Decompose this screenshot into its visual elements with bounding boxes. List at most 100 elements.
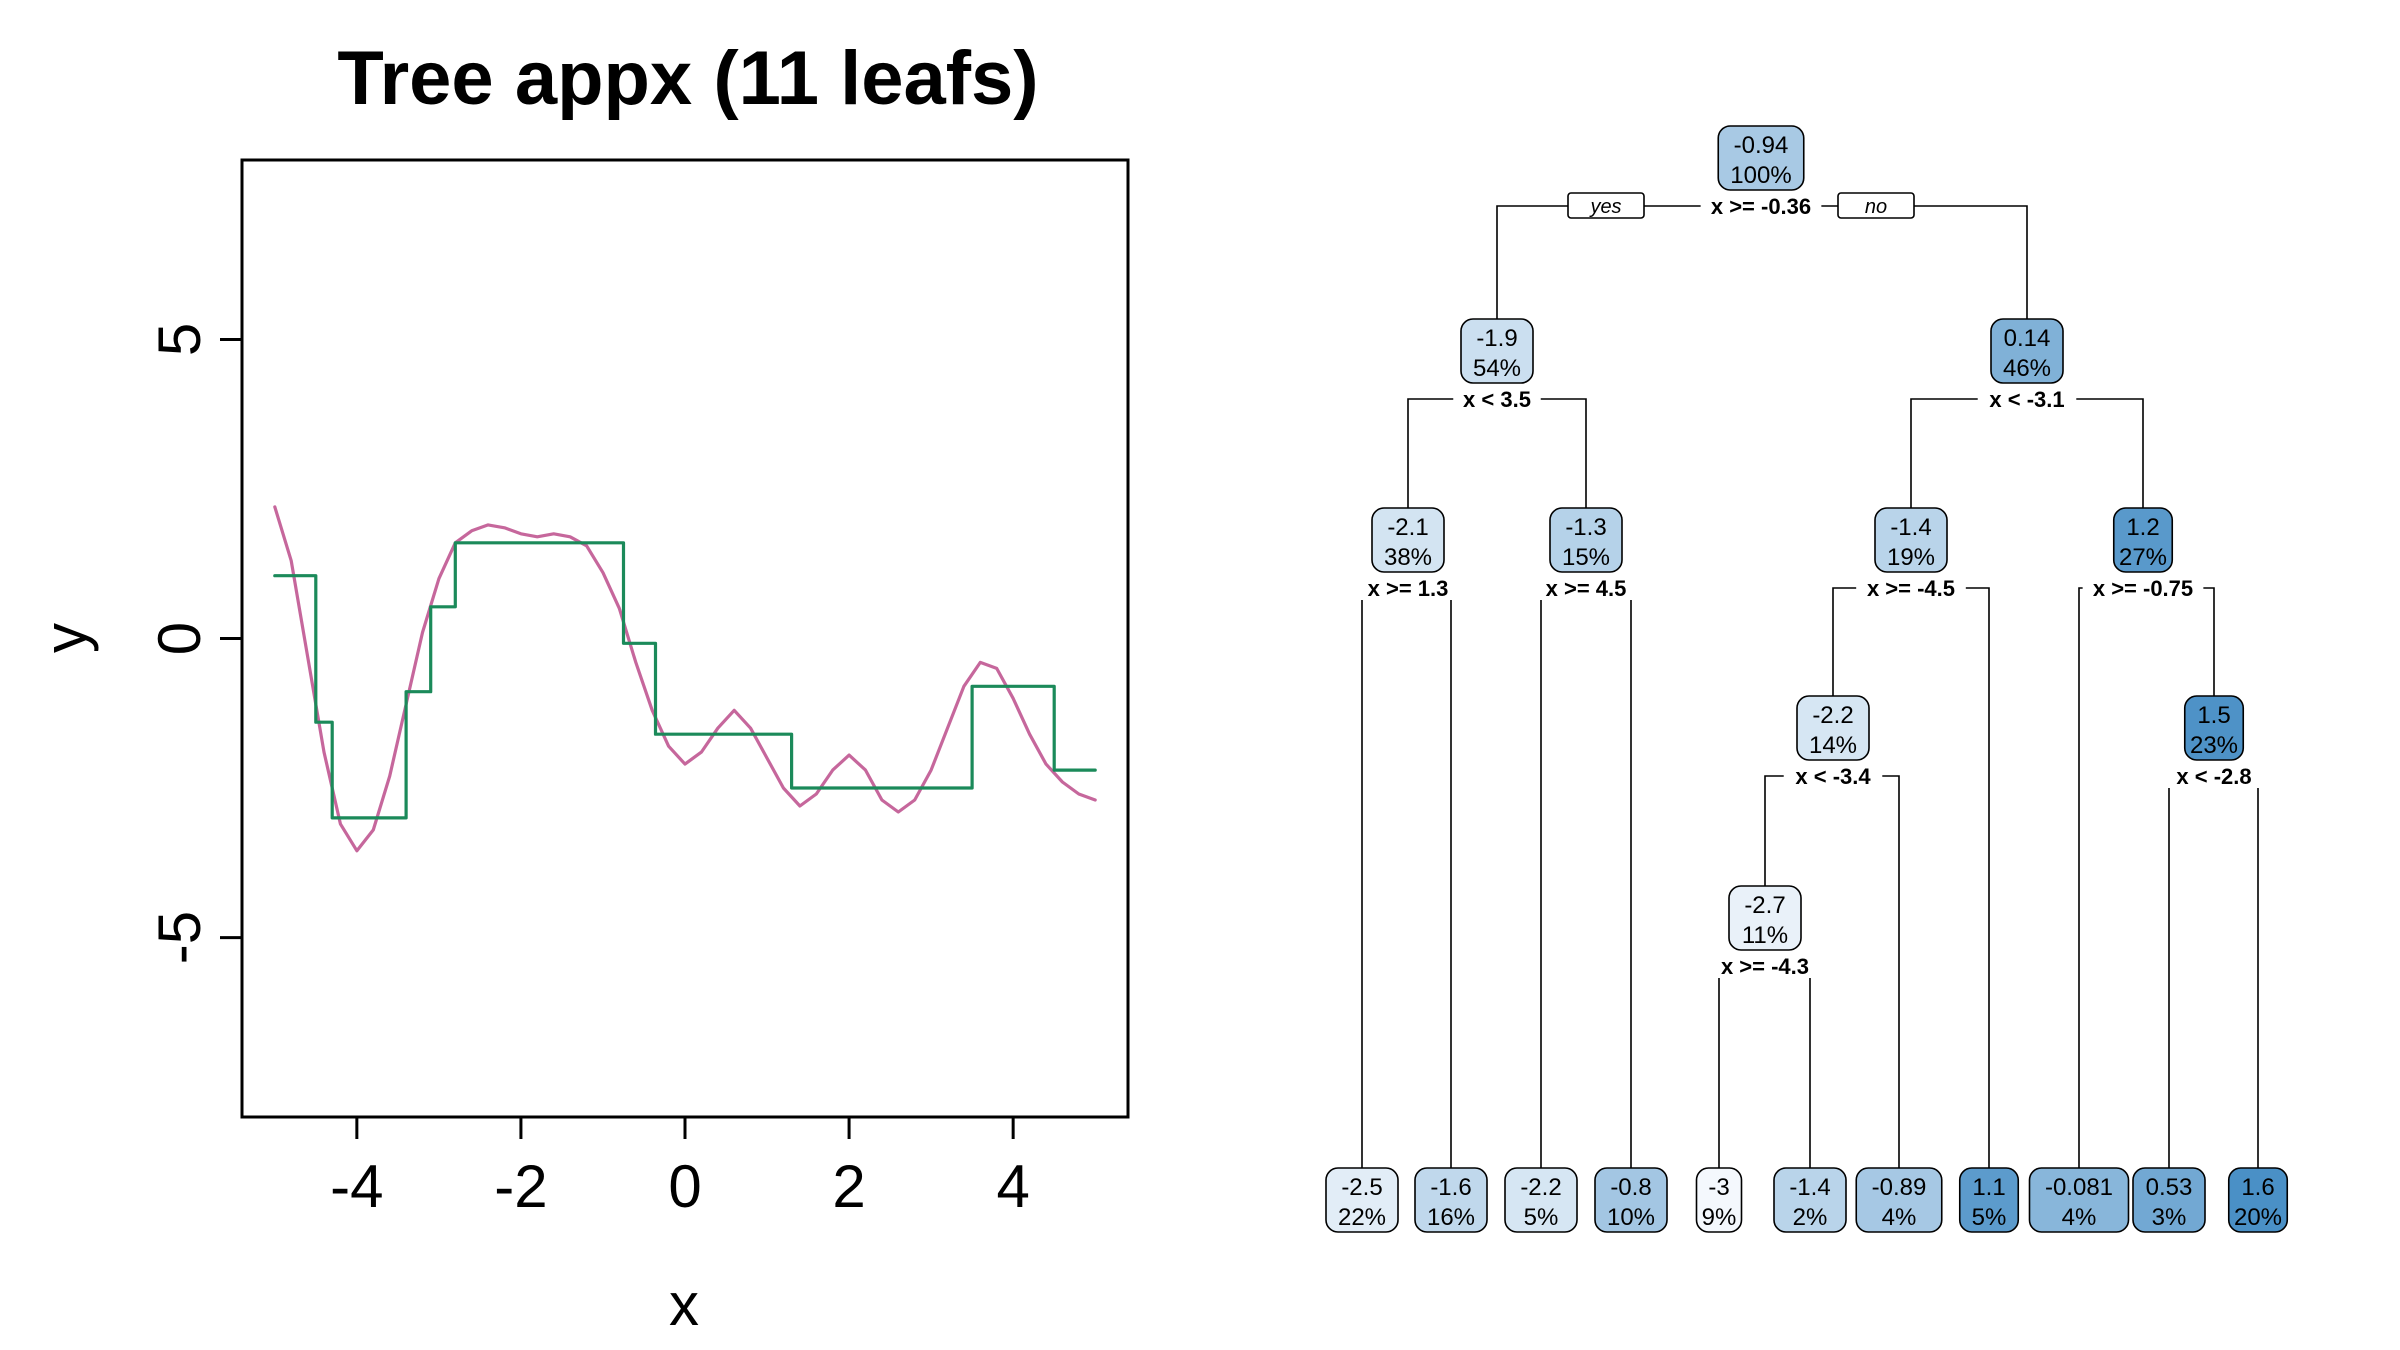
node-box [2132, 1167, 2206, 1233]
node-value: -3 [1708, 1174, 1729, 1201]
x-tick-label: -2 [494, 1153, 547, 1220]
line-chart-panel: Tree appx (11 leafs) -4 -2 0 2 4 -5 0 5 x y [32, 36, 1130, 1338]
x-axis-label: x [669, 1271, 699, 1338]
tree-node: 1.227% [2112, 507, 2174, 573]
tree-edge [2078, 587, 2215, 1168]
tree-nodes: -0.94100%-1.954%0.1446%-2.138%-1.315%-1.… [1325, 125, 2289, 1233]
node-percent: 3% [2152, 1204, 2187, 1231]
split-label-bg [2164, 762, 2264, 788]
split-label-bg [1453, 385, 1541, 411]
node-value: 1.5 [2197, 702, 2230, 729]
node-box [1414, 1167, 1488, 1233]
split-label-bg [1358, 574, 1458, 600]
node-box [2183, 695, 2245, 761]
node-value: -0.89 [1872, 1174, 1927, 1201]
tree-leaf: -0.8 10% [1594, 1167, 1668, 1233]
node-box [1594, 1167, 1668, 1233]
node-box [1855, 1167, 1943, 1233]
x-tick-label: 2 [832, 1153, 865, 1220]
node-percent: 46% [2003, 355, 2051, 382]
tree-node: -0.94 100% [1717, 125, 1805, 191]
node-percent: 22% [1338, 1204, 1386, 1231]
no-label-box [1837, 192, 1915, 219]
tree-edge [1361, 587, 1452, 1168]
y-tick-label: -5 [146, 911, 213, 964]
split-label-bg [1710, 952, 1820, 978]
node-value: -2.7 [1744, 892, 1785, 919]
node-box [1325, 1167, 1399, 1233]
node-percent: 54% [1473, 355, 1521, 382]
split-label: x >= -4.5 [1867, 576, 1955, 601]
tree-node: -1.3 15% [1549, 507, 1623, 573]
split-label-bg [1536, 574, 1636, 600]
tree-edge [1496, 205, 2028, 319]
tree-panel: x >= -0.36 x < 3.5 x < -3.1 x >= 1.3 x >= 4.… [1325, 125, 2289, 1233]
node-box [1796, 695, 1870, 761]
tree-node: -1.4 19% [1874, 507, 1948, 573]
series-layer [273, 505, 1097, 853]
node-percent: 19% [1887, 544, 1935, 571]
node-percent: 5% [1524, 1204, 1559, 1231]
x-tick-label: -4 [330, 1153, 383, 1220]
split-label: x < -3.1 [1989, 387, 2064, 412]
node-box [1460, 318, 1534, 384]
node-box [1958, 1167, 2020, 1233]
y-axis: -5 0 5 [146, 323, 242, 964]
tree-edge [1407, 398, 1587, 508]
node-value: -0.8 [1610, 1174, 1651, 1201]
node-value: -1.4 [1789, 1174, 1830, 1201]
tree-edge [1910, 398, 2144, 508]
true-function-line [273, 505, 1097, 853]
tree-leaf: -1.4 2% [1773, 1167, 1847, 1233]
split-label-bg [1700, 192, 1822, 218]
node-percent: 38% [1384, 544, 1432, 571]
node-value: 1.6 [2241, 1174, 2274, 1201]
tree-edge [2168, 775, 2259, 1168]
tree-edge [1540, 587, 1632, 1168]
node-box [1874, 507, 1948, 573]
node-box [2028, 1167, 2130, 1233]
node-value: -1.3 [1565, 514, 1606, 541]
node-percent: 20% [2234, 1204, 2282, 1231]
node-value: 0.14 [2004, 325, 2051, 352]
node-value: 1.2 [2126, 514, 2159, 541]
yes-label: yes [1588, 196, 1621, 218]
split-label-bg [1783, 762, 1883, 788]
split-label-bg [2082, 574, 2204, 600]
node-box [1990, 318, 2064, 384]
no-label: no [1865, 196, 1887, 218]
x-tick-label: 4 [996, 1153, 1029, 1220]
y-tick-label: 0 [146, 622, 213, 655]
node-percent: 11% [1742, 922, 1788, 949]
x-tick-label: 0 [668, 1153, 701, 1220]
node-value: -0.94 [1734, 132, 1789, 159]
node-value: -2.2 [1812, 702, 1853, 729]
x-axis: -4 -2 0 2 4 [330, 1117, 1030, 1220]
y-axis-label: y [32, 623, 99, 653]
tree-split-labels: x >= -0.36 x < 3.5 x < -3.1 x >= 1.3 x >= 4.… [1358, 192, 2264, 979]
node-percent: 14% [1809, 732, 1857, 759]
tree-edge [1832, 587, 1990, 1168]
node-percent: 2% [1793, 1204, 1828, 1231]
node-box [1717, 125, 1805, 191]
plot-frame [240, 158, 1130, 1119]
tree-edge [1718, 965, 1811, 1168]
node-value: -2.5 [1341, 1174, 1382, 1201]
tree-leaf: -2.2 5% [1504, 1167, 1578, 1233]
node-value: 0.53 [2146, 1174, 2193, 1201]
node-box [1728, 885, 1802, 951]
tree-step-line [273, 541, 1097, 820]
split-label: x >= -0.75 [2093, 576, 2193, 601]
split-label: x < 3.5 [1463, 387, 1531, 412]
tree-node: -2.2 14% [1796, 695, 1870, 761]
tree-node: -1.9 54% [1460, 318, 1534, 384]
yes-label-box [1567, 192, 1645, 219]
tree-leaf: 1.620% [2227, 1167, 2289, 1233]
node-value: -1.9 [1476, 325, 1517, 352]
chart-title: Tree appx (11 leafs) [337, 36, 1038, 121]
node-percent: 4% [1882, 1204, 1917, 1231]
tree-node: -2.1 38% [1371, 507, 1445, 573]
node-percent: 9% [1702, 1204, 1737, 1231]
split-label: x >= 1.3 [1368, 576, 1449, 601]
